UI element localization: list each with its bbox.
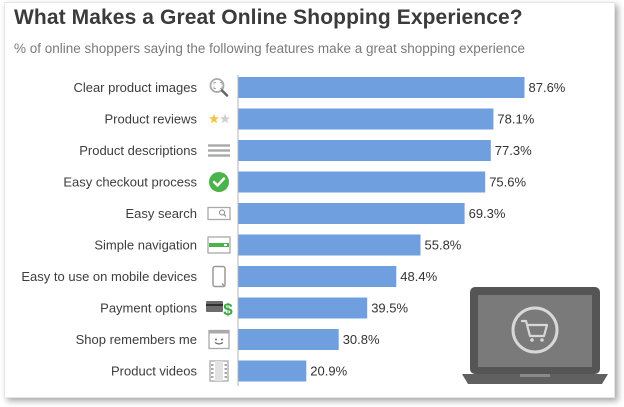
value-label-easy-checkout-process: 75.6%: [489, 175, 526, 190]
film-icon: [209, 360, 229, 382]
bar-shop-remembers-me: [238, 329, 339, 350]
value-label-clear-product-images: 87.6%: [529, 80, 566, 95]
lines-icon: [208, 144, 230, 157]
bar-product-descriptions: [238, 140, 491, 161]
svg-text:$: $: [223, 300, 233, 319]
value-label-easy-to-use-on-mobile-devices: 48.4%: [400, 269, 437, 284]
value-label-shop-remembers-me: 30.8%: [343, 332, 380, 347]
bar-easy-checkout-process: [238, 171, 486, 193]
bar-product-videos: [238, 360, 307, 382]
smiley-window-icon: [208, 329, 230, 350]
category-label-product-reviews: Product reviews: [105, 112, 198, 127]
category-label-payment-options: Payment options: [100, 301, 197, 316]
card-and-cash-icon: $: [206, 300, 233, 319]
category-label-product-descriptions: Product descriptions: [79, 143, 197, 158]
magnifier-icon: [209, 78, 229, 97]
bar-simple-navigation: [238, 234, 421, 256]
value-label-simple-navigation: 55.8%: [425, 238, 462, 253]
bar-easy-to-use-on-mobile-devices: [238, 266, 397, 287]
category-label-clear-product-images: Clear product images: [73, 80, 197, 95]
bar-product-reviews: [238, 108, 494, 130]
chart-title: What Makes a Great Online Shopping Exper…: [14, 6, 523, 29]
category-label-easy-search: Easy search: [125, 206, 197, 221]
value-label-product-descriptions: 77.3%: [495, 143, 532, 158]
value-label-product-videos: 20.9%: [310, 364, 347, 379]
navigation-bar-icon: [207, 236, 231, 254]
bar-easy-search: [238, 203, 465, 224]
category-label-product-videos: Product videos: [111, 364, 197, 379]
checkmark-icon: [209, 172, 229, 192]
bar-payment-options: [238, 297, 368, 319]
laptop-with-cart-icon: [462, 287, 608, 384]
chart-subtitle: % of online shoppers saying the followin…: [14, 41, 526, 56]
category-label-easy-to-use-on-mobile-devices: Easy to use on mobile devices: [21, 269, 197, 284]
stars-icon: [209, 113, 230, 124]
search-box-icon: [207, 206, 231, 221]
mobile-phone-icon: [212, 265, 226, 288]
category-label-easy-checkout-process: Easy checkout process: [63, 175, 197, 190]
value-label-product-reviews: 78.1%: [497, 112, 534, 127]
category-label-simple-navigation: Simple navigation: [94, 238, 197, 253]
category-label-shop-remembers-me: Shop remembers me: [76, 332, 197, 347]
bar-clear-product-images: [238, 77, 525, 98]
value-label-easy-search: 69.3%: [469, 206, 506, 221]
value-label-payment-options: 39.5%: [371, 301, 408, 316]
